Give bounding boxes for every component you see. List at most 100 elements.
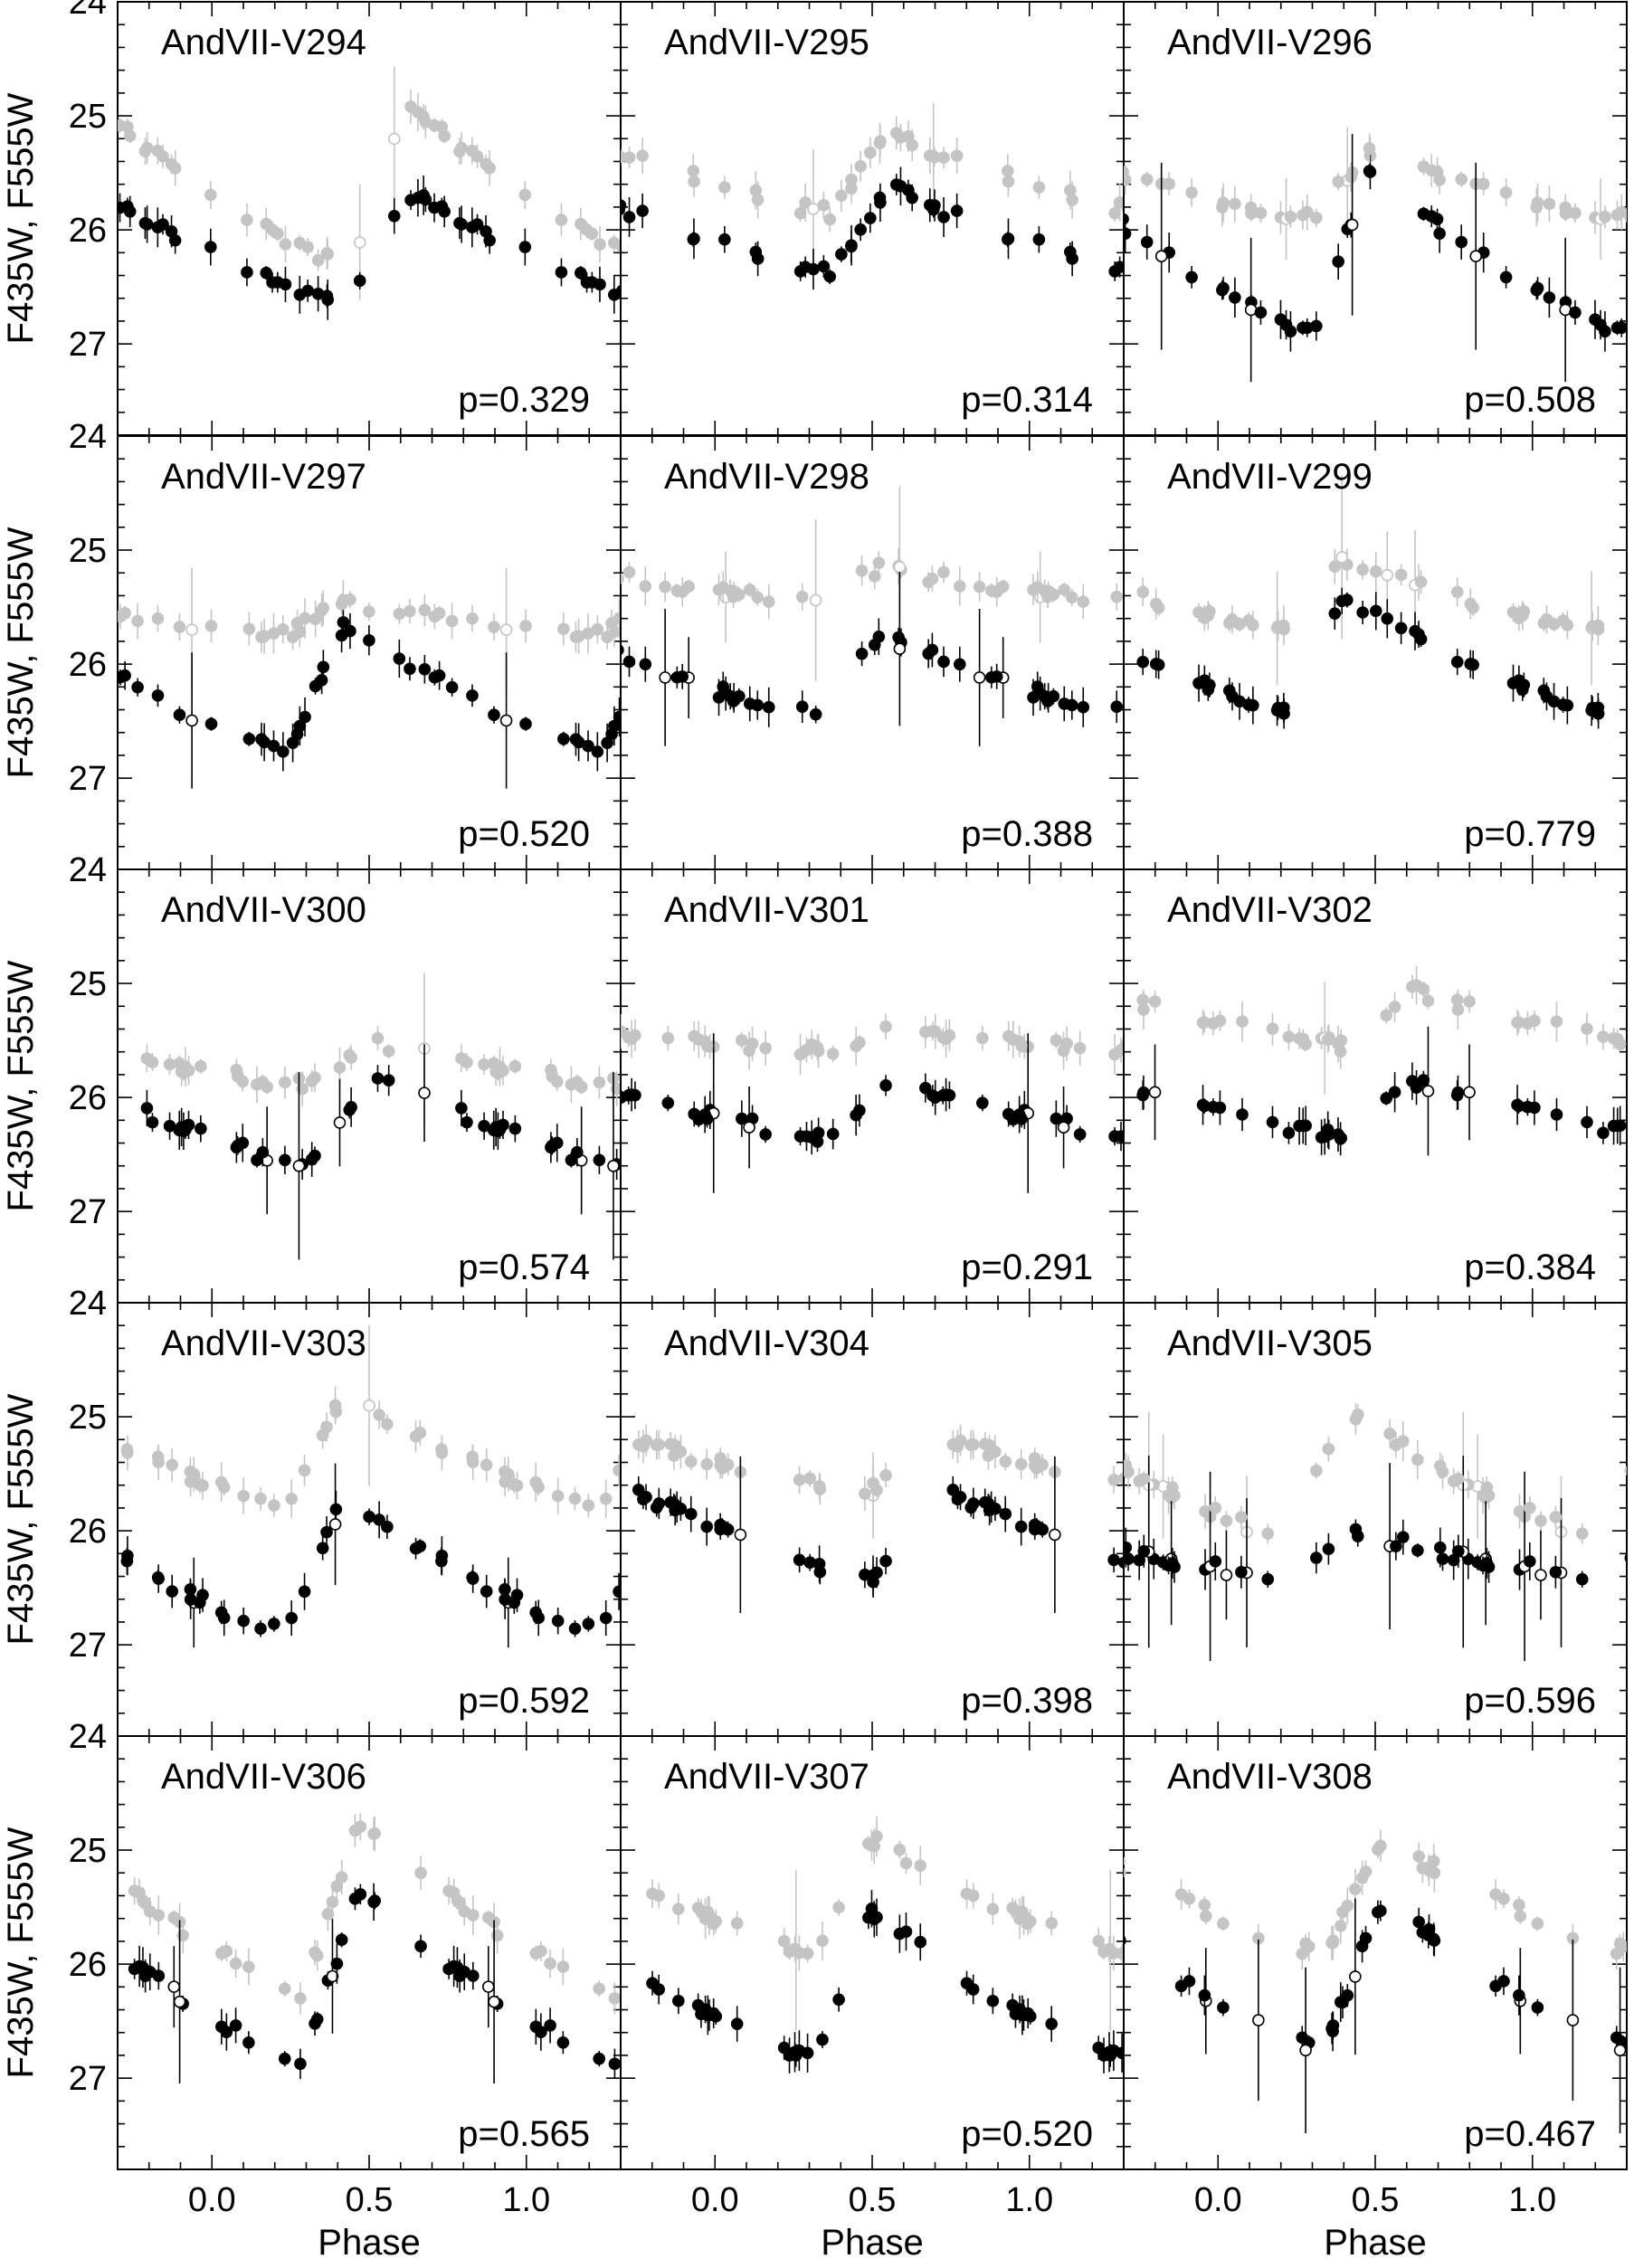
f435w-point xyxy=(508,1059,522,1073)
f435w-point xyxy=(470,150,484,163)
f435w-point xyxy=(165,157,178,171)
y-tick-label: 25 xyxy=(69,1832,107,1870)
f555w-point xyxy=(1388,1086,1401,1099)
f435w-point xyxy=(298,1464,311,1477)
f435w-point xyxy=(687,165,700,177)
f435w-point xyxy=(241,214,253,226)
f435w-point xyxy=(1613,1038,1627,1051)
f435w-point xyxy=(1299,1937,1312,1950)
f555w-point xyxy=(1356,606,1369,619)
f555w-point xyxy=(1390,1540,1402,1552)
f555w-point xyxy=(326,1969,339,1983)
f435w-point xyxy=(404,604,416,618)
f555w-point xyxy=(1430,213,1444,225)
f435w-point xyxy=(1497,1892,1510,1905)
f555w-point xyxy=(621,199,627,212)
f435w-point xyxy=(1229,197,1241,211)
f435w-point xyxy=(700,1039,714,1052)
f555w-point xyxy=(286,736,299,749)
f555w-point xyxy=(1325,2022,1338,2036)
f555w-point xyxy=(812,1126,825,1139)
f435w-point xyxy=(1077,595,1090,608)
f555w-point xyxy=(417,189,430,202)
y-axis-title: F435W, F555W xyxy=(1,1827,41,2078)
f435w-point xyxy=(914,1859,927,1872)
x-tick-label: 0.0 xyxy=(1194,2181,1242,2219)
f435w-point xyxy=(546,1070,559,1083)
panel-andvii-v294: 24 25 26 27 F435W, F555W AndVII-V294 p=0.329 xyxy=(1,0,622,436)
f555w-point xyxy=(1108,1086,1119,1096)
f435w-point xyxy=(568,1492,582,1505)
f435w-point xyxy=(1254,206,1268,220)
y-tick-label: 24 xyxy=(69,1285,107,1323)
data-points xyxy=(632,1424,1124,1613)
f555w-point xyxy=(242,732,256,745)
f555w-point xyxy=(652,1497,666,1510)
f435w-point xyxy=(621,573,624,584)
f435w-point xyxy=(458,1905,471,1918)
f435w-point xyxy=(902,129,915,143)
f435w-point xyxy=(414,1866,427,1880)
panel-frame xyxy=(620,1302,1125,1737)
f435w-point xyxy=(605,617,618,630)
x-axis-title: Phase xyxy=(1324,2223,1426,2263)
f555w-point xyxy=(1447,1553,1460,1567)
f555w-point xyxy=(937,211,950,223)
f555w-point xyxy=(316,1542,329,1555)
f555w-point xyxy=(850,1108,862,1122)
f435w-point xyxy=(277,622,290,636)
f435w-point xyxy=(1569,206,1582,220)
f555w-point xyxy=(1349,1970,1362,1983)
f555w-point xyxy=(499,714,513,727)
f435w-point xyxy=(1374,1839,1387,1853)
panel-title: AndVII-V303 xyxy=(161,1324,366,1363)
panel-title: AndVII-V298 xyxy=(664,457,869,497)
f435w-point xyxy=(488,621,500,633)
f435w-point xyxy=(1381,569,1394,582)
f555w-point xyxy=(106,195,117,205)
f555w-point xyxy=(229,2019,242,2032)
f435w-point xyxy=(1321,1033,1335,1046)
f555w-point xyxy=(278,2052,291,2065)
panel-frame xyxy=(117,868,622,1304)
f435w-point xyxy=(330,1880,344,1893)
f435w-point xyxy=(874,135,887,147)
f435w-point xyxy=(826,1048,840,1060)
f555w-point xyxy=(585,276,599,289)
f555w-point xyxy=(309,679,322,693)
f435w-point xyxy=(363,1399,375,1412)
f555w-point xyxy=(461,1115,473,1129)
f555w-point xyxy=(624,1151,635,1162)
f555w-point xyxy=(986,1994,1000,2007)
f435w-point xyxy=(950,149,964,162)
f555w-point xyxy=(1321,1123,1335,1136)
f435w-point xyxy=(816,1934,829,1948)
f555w-point xyxy=(1213,1101,1227,1115)
data-points xyxy=(106,66,621,320)
f555w-point xyxy=(442,1962,455,1976)
f435w-point xyxy=(868,570,881,583)
f555w-point xyxy=(816,2033,829,2046)
f435w-point xyxy=(1124,1459,1133,1473)
y-tick-label: 27 xyxy=(69,326,107,364)
f435w-point xyxy=(310,1949,324,1962)
f555w-point xyxy=(1469,250,1483,263)
f435w-point xyxy=(345,1051,357,1064)
f555w-point xyxy=(568,1622,582,1636)
f555w-point xyxy=(1531,2001,1544,2014)
f555w-point xyxy=(1198,1988,1211,2002)
f435w-point xyxy=(1299,1038,1312,1051)
x-tick-label: 1.0 xyxy=(1005,2181,1053,2219)
panel-andvii-v308: 0.0 0.5 1.0 Phase AndVII-V308 p=0.467 xyxy=(1123,1735,1628,2263)
f555w-point xyxy=(414,1940,427,1953)
f435w-point xyxy=(1310,1464,1323,1477)
f435w-point xyxy=(1537,616,1551,630)
f435w-point xyxy=(1217,196,1230,209)
f435w-point xyxy=(1113,196,1124,209)
f435w-point xyxy=(1183,1892,1196,1905)
f555w-point xyxy=(298,1585,311,1599)
f435w-point xyxy=(557,622,570,636)
f555w-point xyxy=(1335,1132,1347,1144)
f435w-point xyxy=(809,593,822,607)
f435w-point xyxy=(1282,1030,1296,1043)
